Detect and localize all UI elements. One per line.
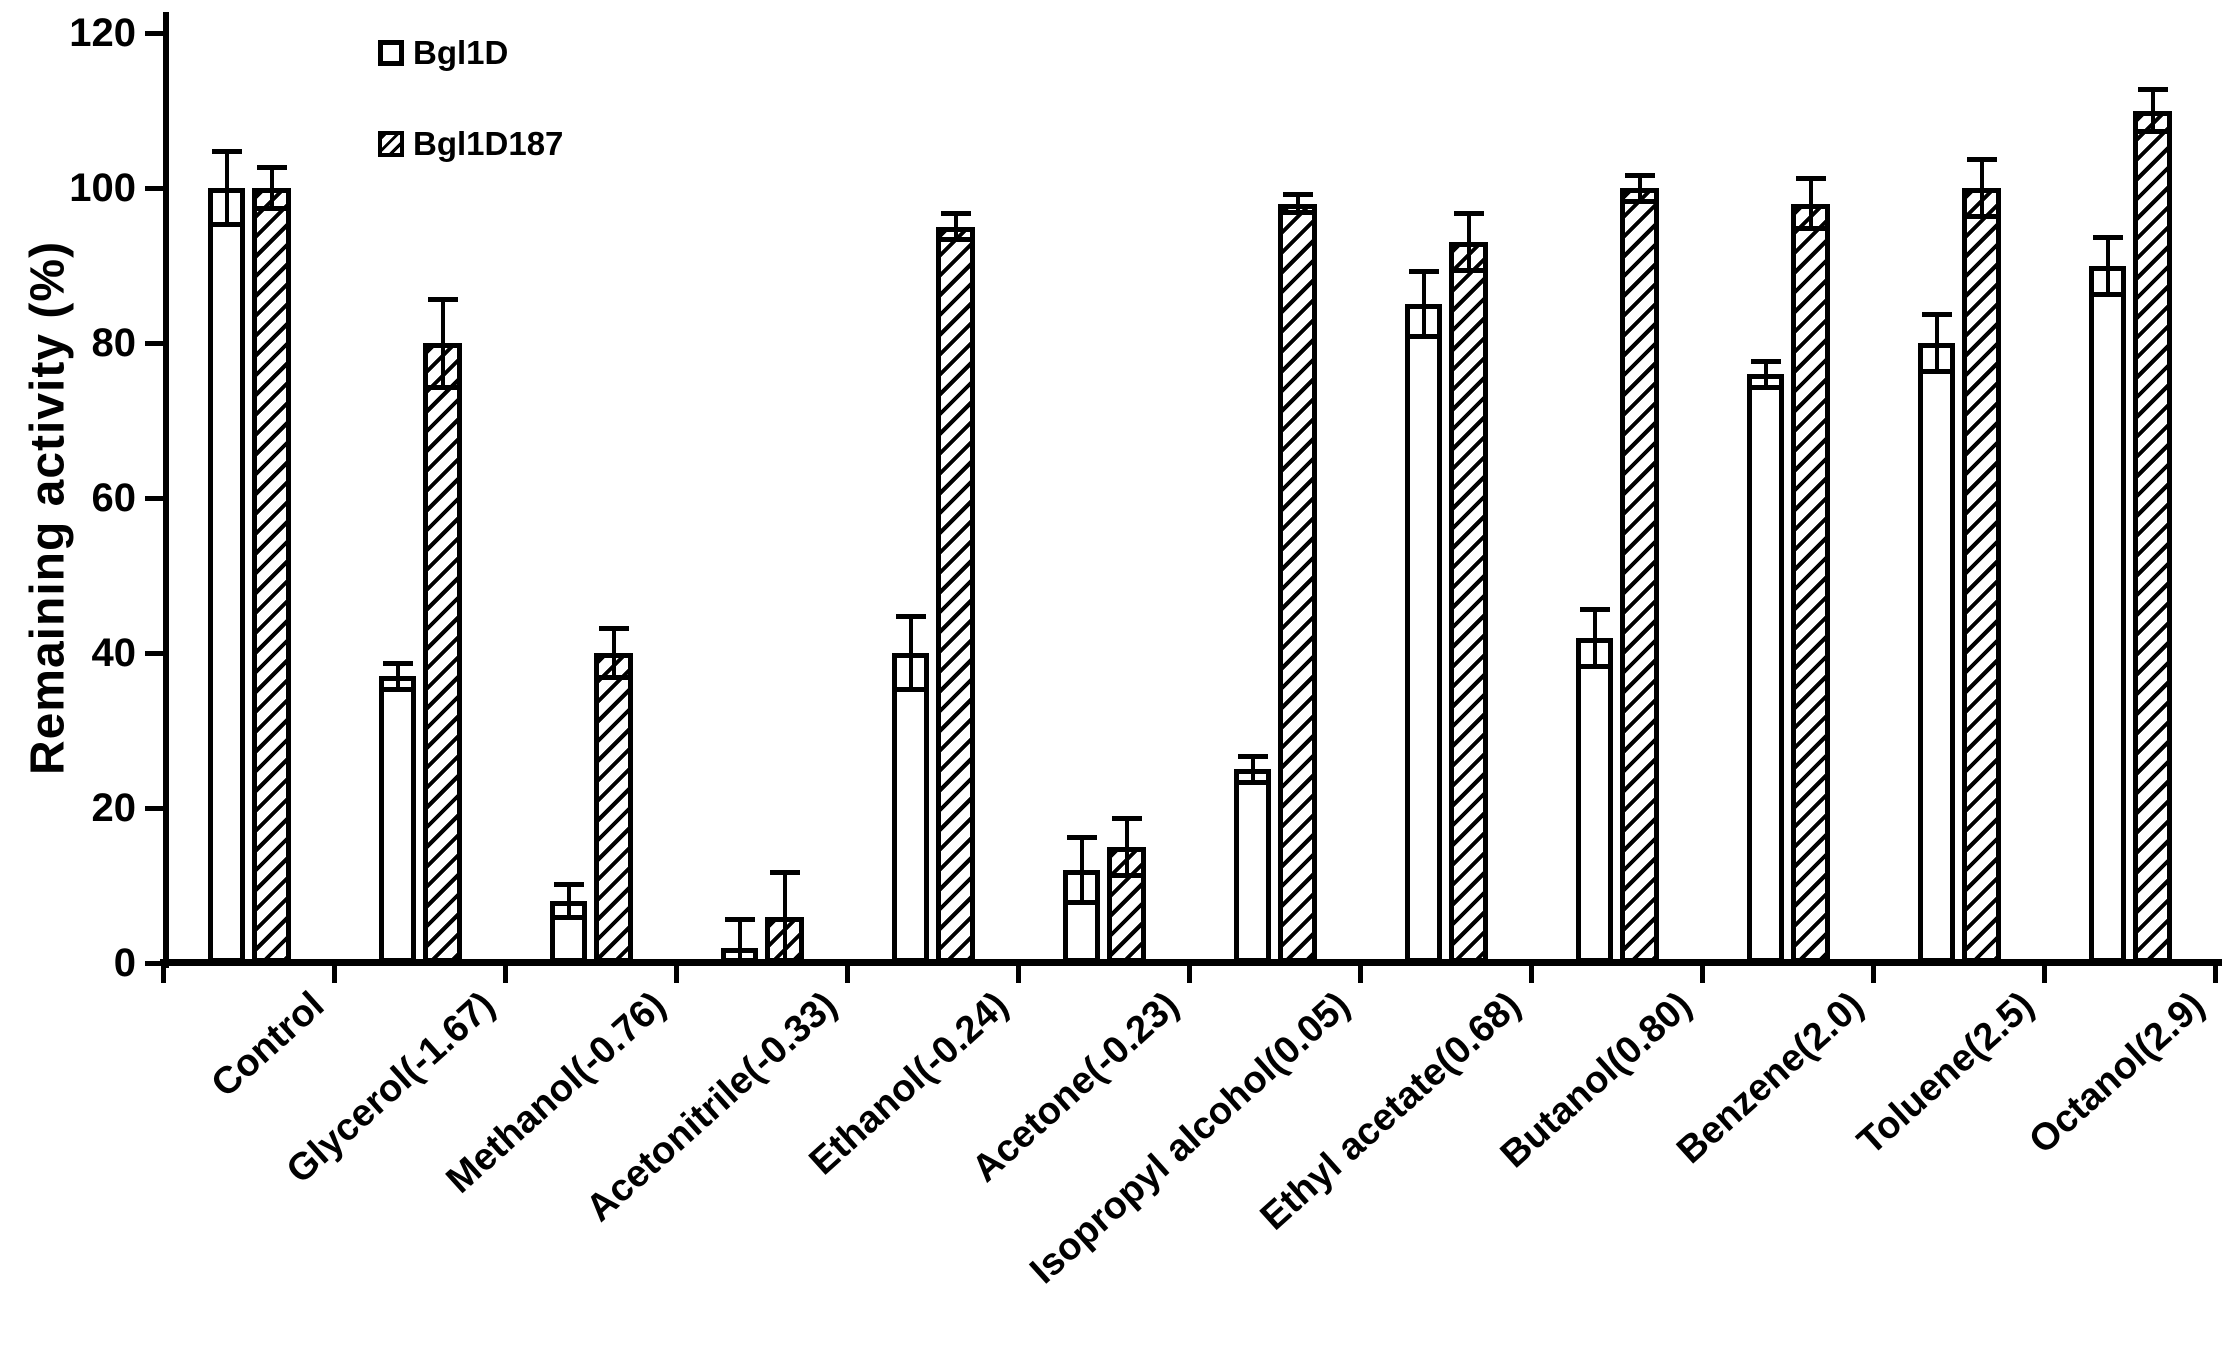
x-tick-mark-9 (1699, 966, 1705, 983)
legend: Bgl1D Bgl1D187 (378, 36, 563, 160)
bar-bgl1d187-5 (1107, 846, 1146, 963)
error-bar-bgl1d187-1 (427, 296, 458, 390)
bar-bgl1d187-2 (594, 653, 633, 963)
bar-bgl1d187-4 (936, 226, 975, 963)
y-tick-mark-40 (145, 650, 164, 656)
error-bar-bgl1d187-11 (2137, 87, 2168, 134)
error-bar-bgl1d-2 (553, 881, 584, 921)
bar-bgl1d187-6 (1278, 203, 1317, 963)
error-bar-bgl1d187-8 (1624, 172, 1655, 204)
y-tick-label-120: 120 (69, 11, 136, 55)
bar-bgl1d-10 (1918, 343, 1955, 963)
x-tick-mark-2 (502, 966, 508, 983)
x-tick-mark-7 (1357, 966, 1363, 983)
error-bar-bgl1d187-9 (1795, 176, 1826, 231)
x-category-label-11: Octanol(2.9) (2021, 984, 2214, 1163)
y-tick-mark-0 (145, 960, 164, 966)
bar-bgl1d-11 (2089, 265, 2126, 963)
x-tick-mark-8 (1528, 966, 1534, 983)
error-bar-bgl1d-0 (211, 149, 242, 227)
bar-bgl1d-6 (1234, 769, 1271, 963)
legend-item-bgl1d: Bgl1D (378, 36, 563, 69)
error-bar-bgl1d187-3 (769, 870, 800, 963)
error-bar-bgl1d187-6 (1282, 191, 1313, 216)
error-bar-bgl1d-5 (1066, 835, 1097, 905)
x-axis-line (160, 959, 2222, 966)
x-tick-mark-0 (160, 966, 166, 983)
error-bar-bgl1d-3 (724, 916, 755, 963)
bar-bgl1d187-7 (1449, 242, 1488, 963)
error-bar-bgl1d187-7 (1453, 211, 1484, 274)
y-tick-label-0: 0 (113, 941, 136, 985)
hatched-square-swatch-icon (378, 130, 404, 157)
bar-bgl1d187-0 (252, 188, 291, 963)
y-tick-label-40: 40 (91, 631, 137, 675)
bar-bgl1d187-11 (2133, 110, 2172, 963)
y-tick-mark-100 (145, 185, 164, 191)
bar-bgl1d-8 (1576, 637, 1613, 963)
x-tick-mark-4 (844, 966, 850, 983)
x-category-label-9: Benzene(2.0) (1668, 984, 1872, 1173)
error-bar-bgl1d-7 (1408, 269, 1439, 340)
error-bar-bgl1d-4 (895, 614, 926, 692)
bar-bgl1d-7 (1405, 304, 1442, 963)
y-tick-label-20: 20 (91, 786, 137, 830)
y-tick-mark-60 (145, 495, 164, 501)
y-tick-mark-120 (145, 30, 164, 36)
x-tick-mark-11 (2041, 966, 2047, 983)
error-bar-bgl1d-11 (2092, 234, 2123, 297)
y-tick-label-100: 100 (69, 166, 136, 210)
y-tick-label-80: 80 (91, 321, 137, 365)
bar-bgl1d187-9 (1791, 203, 1830, 963)
error-bar-bgl1d-10 (1921, 312, 1952, 374)
bar-bgl1d187-8 (1620, 188, 1659, 963)
y-axis-line (163, 12, 169, 968)
y-tick-mark-80 (145, 340, 164, 346)
bar-bgl1d187-1 (423, 343, 462, 963)
x-tick-mark-5 (1015, 966, 1021, 983)
open-square-swatch-icon (378, 39, 404, 66)
error-bar-bgl1d187-10 (1966, 157, 1997, 219)
error-bar-bgl1d-6 (1237, 753, 1268, 785)
legend-label-bgl1d187: Bgl1D187 (413, 125, 564, 162)
x-tick-mark-3 (673, 966, 679, 983)
bar-bgl1d187-10 (1962, 188, 2001, 963)
y-tick-mark-20 (145, 805, 164, 811)
error-bar-bgl1d187-2 (598, 625, 629, 681)
error-bar-bgl1d187-4 (940, 211, 971, 243)
error-bar-bgl1d-1 (382, 660, 413, 692)
legend-label-bgl1d: Bgl1D (413, 34, 509, 71)
bar-bgl1d-4 (892, 653, 929, 963)
y-tick-label-60: 60 (91, 476, 137, 520)
x-category-label-6: Isopropyl alcohol(0.05) (1022, 984, 1359, 1293)
error-bar-bgl1d187-0 (256, 164, 287, 212)
bar-bgl1d-1 (379, 676, 416, 963)
x-tick-mark-12 (2212, 966, 2218, 983)
x-category-label-10: Toluene(2.5) (1849, 984, 2043, 1164)
x-tick-mark-1 (331, 966, 337, 983)
bar-bgl1d-9 (1747, 374, 1784, 963)
x-category-label-0: Control (203, 984, 333, 1106)
x-tick-mark-6 (1186, 966, 1192, 983)
error-bar-bgl1d-9 (1750, 358, 1781, 390)
legend-item-bgl1d187: Bgl1D187 (378, 127, 563, 160)
x-tick-mark-10 (1870, 966, 1876, 983)
error-bar-bgl1d187-5 (1111, 815, 1142, 878)
bar-bgl1d-0 (208, 188, 245, 963)
error-bar-bgl1d-8 (1579, 606, 1610, 669)
